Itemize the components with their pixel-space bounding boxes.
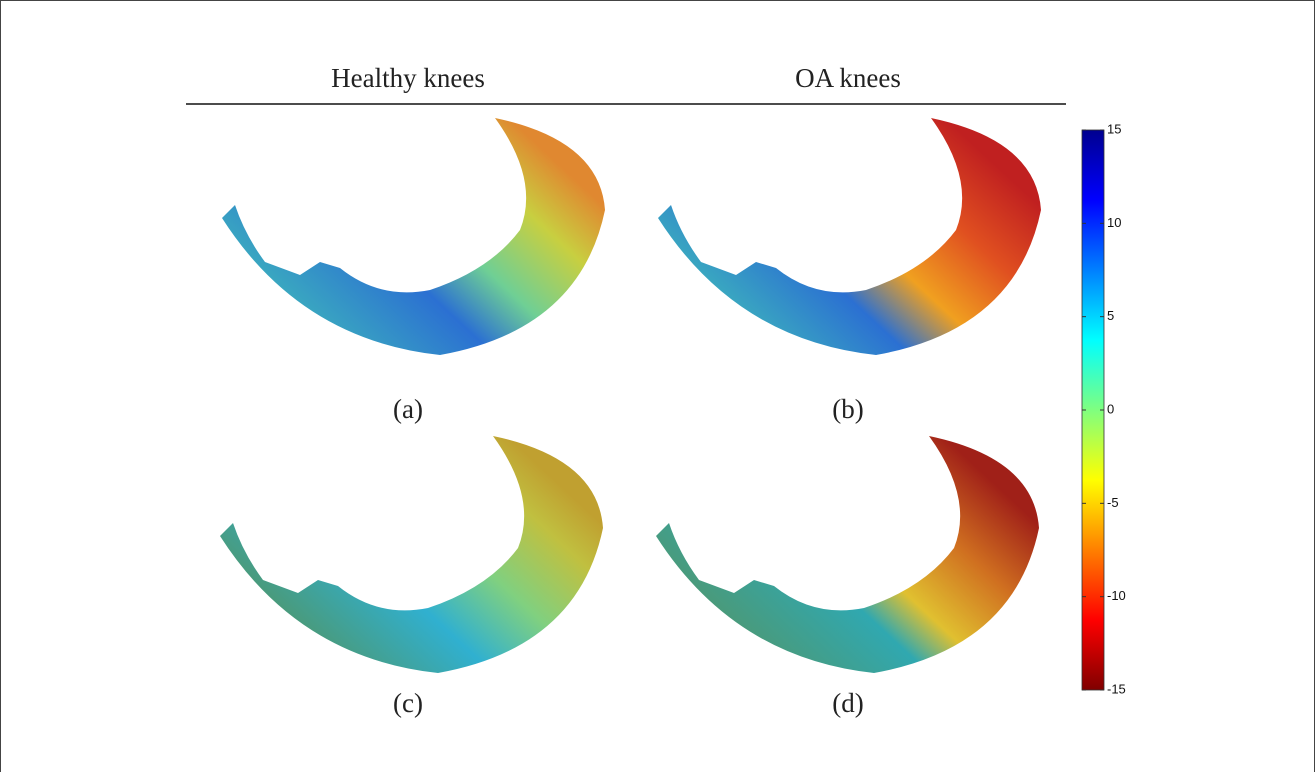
colorbar-tick-label: 5 (1107, 308, 1114, 323)
cartilage-map (220, 436, 603, 673)
colorbar-tick-label: -15 (1107, 681, 1126, 696)
panel-label: (d) (832, 688, 863, 718)
colorbar-tick-label: 15 (1107, 121, 1121, 136)
column-title: OA knees (795, 63, 901, 93)
colorbar-tick-label: -10 (1107, 588, 1126, 603)
panel-label: (c) (393, 688, 423, 718)
panel-label: (b) (832, 394, 863, 424)
colorbar-tick-label: -5 (1107, 495, 1119, 510)
panel-label: (a) (393, 394, 423, 424)
colorbar-tick-label: 0 (1107, 401, 1114, 416)
cartilage-map (222, 118, 605, 355)
cartilage-map (658, 118, 1041, 355)
column-title: Healthy knees (331, 63, 485, 93)
cartilage-map (656, 436, 1039, 673)
colorbar-tick-label: 10 (1107, 215, 1121, 230)
